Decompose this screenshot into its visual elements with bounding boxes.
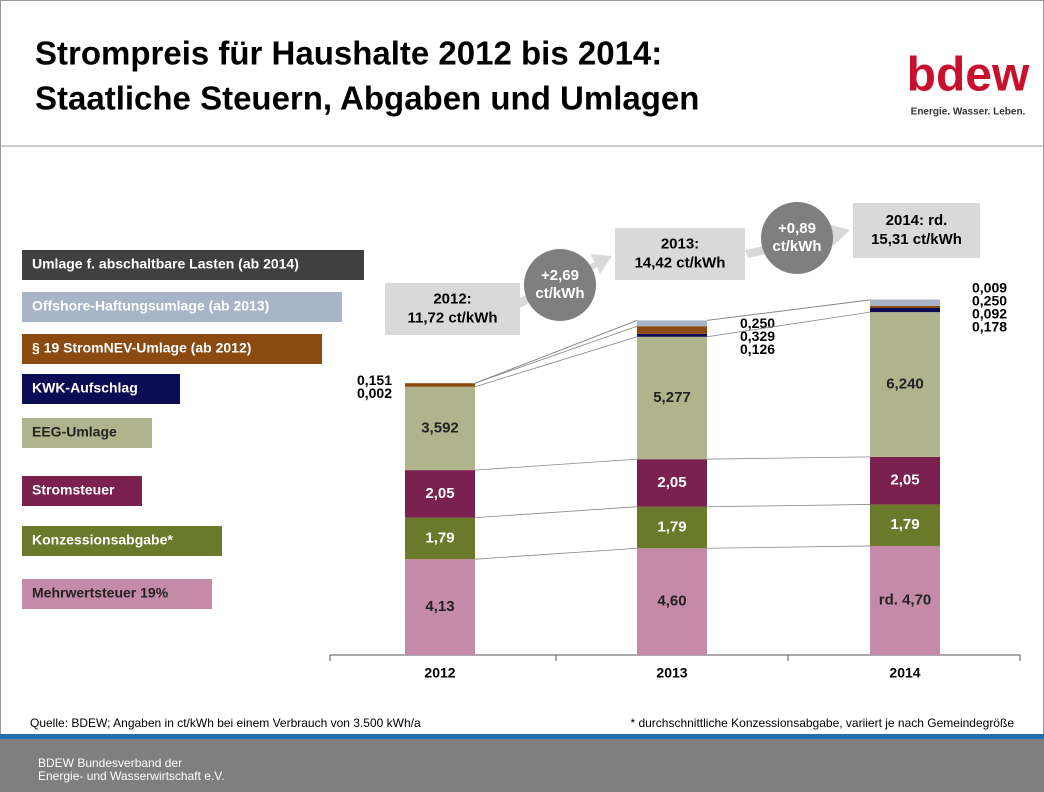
connector xyxy=(474,547,638,560)
value-label: rd. 4,70 xyxy=(879,591,932,608)
bar-segment xyxy=(637,326,707,334)
legend-label: Umlage f. abschaltbare Lasten (ab 2014) xyxy=(32,256,299,272)
connector xyxy=(474,320,638,384)
bar-segment xyxy=(637,548,707,655)
value-label: 2,05 xyxy=(425,485,454,502)
connector xyxy=(474,336,638,388)
value-label: 0,178 xyxy=(972,319,1007,335)
legend-label: § 19 StromNEV-Umlage (ab 2012) xyxy=(32,340,251,356)
source: Quelle: BDEW; Angaben in ct/kWh bei eine… xyxy=(30,716,421,730)
total-label: 2012: xyxy=(433,290,471,307)
connector xyxy=(706,456,871,460)
increase-label: +0,89 xyxy=(778,220,816,237)
value-label: 0,126 xyxy=(740,341,775,357)
total-label: 2014: rd. xyxy=(886,212,948,229)
value-label: 0,250 xyxy=(972,293,1007,309)
value-label: 2,05 xyxy=(890,472,919,489)
legend-label: KWK-Aufschlag xyxy=(32,380,138,396)
bar-segment xyxy=(405,383,475,387)
title: Staatliche Steuern, Abgaben und Umlagen xyxy=(35,80,699,117)
increase-label: +2,69 xyxy=(541,267,579,284)
bar-segment xyxy=(637,336,707,460)
legend-label: Stromsteuer xyxy=(32,482,115,498)
legend-label: Konzessionsabgabe* xyxy=(32,532,173,548)
bar-segment xyxy=(870,307,940,313)
legend-swatch xyxy=(22,579,212,609)
bar-segment xyxy=(405,386,475,471)
legend-swatch xyxy=(22,418,152,448)
value-label: 4,13 xyxy=(425,598,454,615)
title: Strompreis für Haushalte 2012 bis 2014: xyxy=(35,35,662,72)
footnote: * durchschnittliche Konzessionsabgabe, v… xyxy=(630,716,1014,730)
bar-segment xyxy=(870,456,940,505)
total-box xyxy=(853,203,980,258)
connector xyxy=(474,458,638,471)
value-label: 0,151 xyxy=(357,372,392,388)
legend-swatch xyxy=(22,476,142,506)
bar-segment xyxy=(637,320,707,327)
value-label: 0,092 xyxy=(972,306,1007,322)
bar-segment xyxy=(870,300,940,306)
legend-swatch xyxy=(22,250,364,280)
value-label: 0,329 xyxy=(740,328,775,344)
value-label: 2,05 xyxy=(657,474,686,491)
bar-segment xyxy=(870,545,940,655)
connector xyxy=(474,506,638,519)
bar-segment xyxy=(405,470,475,518)
value-label: 0,002 xyxy=(357,385,392,401)
org: BDEW Bundesverband der xyxy=(38,756,182,770)
value-label: 5,277 xyxy=(653,389,691,406)
connector xyxy=(706,545,871,549)
logo: bdew xyxy=(907,49,1030,102)
total-box xyxy=(385,283,520,335)
connector xyxy=(706,299,871,321)
bar-segment xyxy=(870,312,940,457)
value-label: 6,240 xyxy=(886,375,924,392)
connector xyxy=(706,311,871,338)
footer-stripe xyxy=(0,734,1044,739)
total-label: 11,72 ct/kWh xyxy=(407,309,497,326)
legend-swatch xyxy=(22,292,342,322)
total-box xyxy=(615,228,745,280)
legend-label: Offshore-Haftungsumlage (ab 2013) xyxy=(32,298,269,314)
connector xyxy=(706,504,871,508)
value-label: 0,250 xyxy=(740,315,775,331)
legend-label: Mehrwertsteuer 19% xyxy=(32,585,169,601)
value-label: 3,592 xyxy=(421,419,459,436)
x-tick-label: 2012 xyxy=(424,665,455,681)
bar-segment xyxy=(405,517,475,560)
increase-label: ct/kWh xyxy=(772,238,821,255)
x-tick-label: 2014 xyxy=(889,665,920,681)
value-label: 0,009 xyxy=(972,280,1007,296)
connector xyxy=(474,325,638,384)
increase-badge xyxy=(761,202,833,274)
increase-badge xyxy=(524,249,596,321)
legend-swatch xyxy=(22,526,222,556)
value-label: 1,79 xyxy=(425,529,454,546)
bar-segment xyxy=(637,506,707,549)
bar-segment xyxy=(405,559,475,655)
increase-label: ct/kWh xyxy=(535,285,584,302)
bar-segment xyxy=(637,459,707,507)
legend-label: EEG-Umlage xyxy=(32,424,117,440)
bar-segment xyxy=(870,504,940,546)
legend-swatch xyxy=(22,334,322,364)
footer-band xyxy=(0,738,1044,792)
bar-segment xyxy=(637,333,707,337)
bar-segment xyxy=(870,305,940,308)
logo-tagline: Energie. Wasser. Leben. xyxy=(911,107,1026,118)
x-tick-label: 2013 xyxy=(656,665,687,681)
org: Energie- und Wasserwirtschaft e.V. xyxy=(38,769,225,783)
total-label: 14,42 ct/kWh xyxy=(635,254,726,271)
value-label: 4,60 xyxy=(657,593,686,610)
value-label: 1,79 xyxy=(890,516,919,533)
total-label: 2013: xyxy=(661,235,699,252)
total-label: 15,31 ct/kWh xyxy=(871,231,962,248)
legend-swatch xyxy=(22,374,180,404)
value-label: 1,79 xyxy=(657,518,686,535)
